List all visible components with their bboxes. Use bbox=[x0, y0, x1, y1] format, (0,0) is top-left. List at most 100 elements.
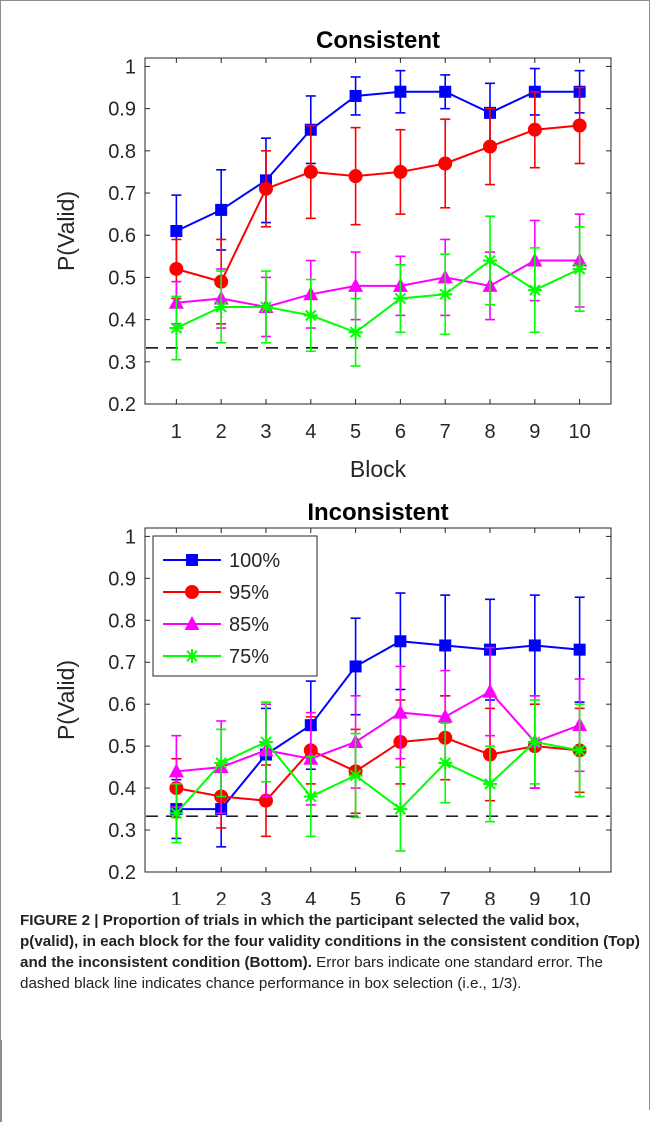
marker-star-stroke bbox=[170, 807, 183, 820]
x-tick-label: 4 bbox=[305, 889, 316, 905]
chart-title: Inconsistent bbox=[307, 499, 448, 526]
marker-square bbox=[573, 643, 586, 656]
marker-star-stroke bbox=[573, 744, 586, 757]
series-line bbox=[176, 690, 580, 773]
marker-triangle bbox=[168, 763, 184, 778]
axes-box bbox=[144, 57, 612, 405]
y-tick-label: 1 bbox=[125, 56, 136, 78]
marker-triangle bbox=[392, 704, 408, 719]
marker-square bbox=[349, 89, 362, 102]
marker-triangle bbox=[437, 708, 453, 723]
series-75pct bbox=[169, 699, 587, 852]
chart-inconsistent: Inconsistent 0.2 0.3 0.4 0.5 0.6 0.7 0.8 0.9 1 1 2 3… bbox=[53, 499, 612, 905]
y-axis-label: P(Valid) bbox=[53, 660, 79, 740]
x-tick-label: 3 bbox=[260, 889, 271, 905]
y-tick-label: 0.5 bbox=[108, 736, 136, 758]
marker-star-stroke bbox=[349, 769, 362, 782]
x-tick-label: 10 bbox=[569, 421, 591, 443]
x-tick-label: 2 bbox=[216, 421, 227, 443]
legend-item: 95% bbox=[163, 582, 269, 604]
y-tick-label: 0.9 bbox=[108, 99, 136, 121]
marker-square bbox=[349, 660, 362, 673]
marker-square bbox=[170, 225, 183, 237]
marker-star-stroke bbox=[529, 736, 541, 748]
marker-square bbox=[439, 639, 452, 652]
y-tick-label: 0.5 bbox=[108, 267, 136, 289]
marker-star-stroke bbox=[215, 757, 227, 769]
figure-caption: FIGURE 2 | Proportion of trials in which… bbox=[20, 910, 640, 994]
x-tick-label: 6 bbox=[395, 421, 406, 443]
x-tick-label: 4 bbox=[305, 421, 316, 443]
legend-item: 85% bbox=[163, 614, 269, 636]
series-line bbox=[176, 259, 580, 308]
series-line bbox=[175, 740, 580, 814]
series-line bbox=[176, 736, 580, 802]
series-75pct bbox=[169, 215, 587, 367]
legend-label: 75% bbox=[229, 646, 269, 668]
x-tick-label: 1 bbox=[171, 889, 182, 905]
x-axis-label: Block bbox=[350, 456, 407, 482]
y-tick-label: 0.7 bbox=[108, 183, 136, 205]
x-tick-label: 9 bbox=[529, 889, 540, 905]
marker-square bbox=[186, 554, 198, 566]
marker-star-stroke bbox=[260, 301, 272, 313]
marker-star-stroke bbox=[349, 326, 362, 339]
marker-triangle bbox=[184, 616, 200, 630]
marker-circle bbox=[438, 156, 453, 171]
figure-svg: Consistent 0.2 0.3 0.4 0.5 0.6 0.7 0.8 0.9 1 1 2 3 4 5… bbox=[53, 27, 612, 905]
marker-star-stroke bbox=[484, 778, 496, 790]
legend-label: 100% bbox=[229, 550, 280, 572]
series-line bbox=[176, 640, 580, 811]
marker-circle bbox=[483, 139, 498, 154]
marker-triangle bbox=[482, 683, 498, 698]
series-line bbox=[175, 259, 581, 334]
x-tick-label: 7 bbox=[440, 889, 451, 905]
figure-frame bbox=[0, 0, 650, 1110]
x-tick-label: 2 bbox=[216, 889, 227, 905]
y-tick-label: 0.2 bbox=[108, 862, 136, 884]
x-tick-label: 3 bbox=[260, 421, 271, 443]
x-tick-label: 8 bbox=[484, 889, 495, 905]
chart-consistent: Consistent 0.2 0.3 0.4 0.5 0.6 0.7 0.8 0.9 1 1 2 3 4 5… bbox=[53, 27, 612, 482]
y-tick-label: 0.2 bbox=[108, 394, 136, 416]
marker-star-stroke bbox=[573, 263, 586, 275]
y-tick-label: 0.3 bbox=[108, 352, 136, 374]
marker-star-stroke bbox=[484, 254, 496, 267]
y-tick-label: 0.7 bbox=[108, 652, 136, 674]
legend: 100% 95% 85% 75% bbox=[152, 535, 318, 677]
marker-star-stroke bbox=[305, 790, 317, 803]
legend-label: 95% bbox=[229, 582, 269, 604]
caption-text: Error bars indicate one standard error. … bbox=[20, 954, 603, 992]
marker-square bbox=[215, 203, 228, 216]
marker-circle bbox=[393, 164, 408, 179]
marker-star-stroke bbox=[394, 803, 407, 815]
y-tick-label: 0.3 bbox=[108, 820, 136, 842]
x-tick-label: 10 bbox=[569, 889, 591, 905]
marker-triangle bbox=[348, 277, 364, 292]
marker-star-stroke bbox=[439, 757, 451, 769]
x-tick-label: 1 bbox=[171, 421, 182, 443]
marker-square bbox=[394, 635, 407, 648]
marker-circle bbox=[527, 122, 542, 137]
marker-circle bbox=[348, 169, 363, 184]
y-axis-label: P(Valid) bbox=[53, 191, 79, 271]
caption-rule bbox=[0, 1040, 2, 1122]
series-line bbox=[176, 124, 580, 283]
marker-star-stroke bbox=[260, 736, 272, 748]
x-tick-label: 7 bbox=[440, 421, 451, 443]
y-tick-label: 0.8 bbox=[108, 141, 136, 163]
marker-square bbox=[394, 85, 407, 98]
marker-square bbox=[439, 85, 452, 98]
marker-star-stroke bbox=[215, 301, 227, 313]
legend-label: 85% bbox=[229, 614, 269, 636]
marker-star-stroke bbox=[529, 284, 541, 296]
marker-square bbox=[528, 639, 541, 652]
caption-label: FIGURE 2 | Proportion of trials in which… bbox=[20, 912, 640, 971]
y-tick-label: 0.6 bbox=[108, 225, 136, 247]
x-tick-label: 8 bbox=[484, 421, 495, 443]
legend-item: 75% bbox=[163, 646, 269, 668]
y-tick-label: 0.4 bbox=[108, 310, 136, 332]
x-tick-label: 5 bbox=[350, 421, 361, 443]
x-tick-label: 6 bbox=[395, 889, 406, 905]
marker-star-stroke bbox=[186, 650, 198, 662]
